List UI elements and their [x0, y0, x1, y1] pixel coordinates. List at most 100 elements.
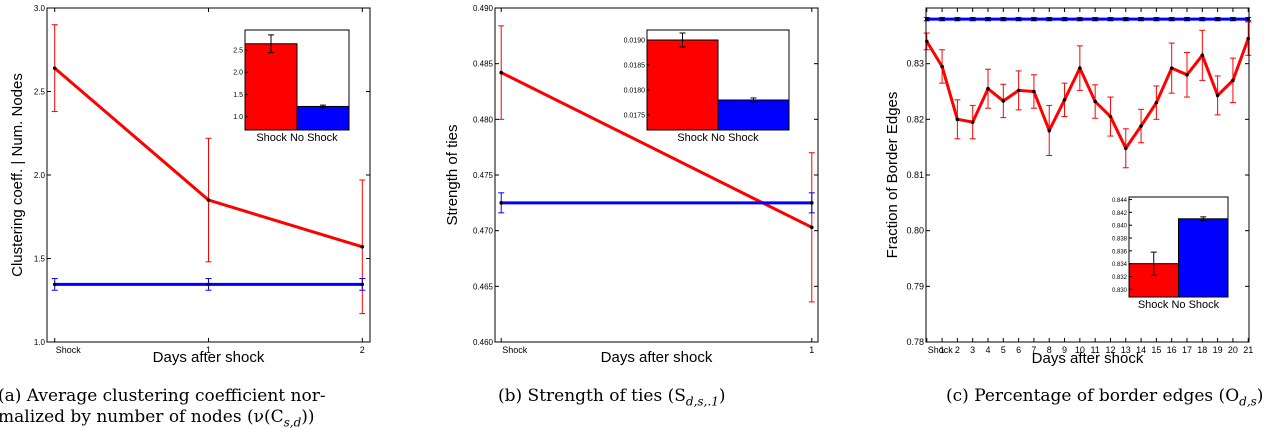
- chart-a-xtick-label: 1: [206, 345, 211, 355]
- caption-b: (b) Strength of ties (Sd,s,.1): [498, 386, 725, 412]
- chart-c-series-1: [923, 16, 1252, 22]
- chart-a-point: [360, 245, 365, 249]
- chart-c-xtick-label: 6: [1016, 345, 1021, 355]
- chart-c-inset: 0.830 0.832 0.834 0.836 0.838 0.840 0.842 0.844…: [1112, 196, 1229, 311]
- chart-a-ytick-label: 1.0: [34, 338, 46, 347]
- chart-a-series-1: [51, 278, 366, 291]
- chart-b-ytick-label: 0.465: [473, 282, 494, 291]
- chart-b-inset-ytick-label: 0.0175: [624, 113, 646, 120]
- chart-c-inset-ytick-label: 0.844: [1112, 198, 1128, 204]
- chart-b-panel: 0.460 0.465 0.470 0.475 0.480 0.485 0.490 Shock…: [444, 4, 819, 366]
- chart-b-ytick-label: 0.470: [473, 227, 494, 236]
- chart-b-point: [809, 225, 814, 230]
- chart-a-panel: 1.0 1.5 2.0 2.5 3.0 Shock 1 2 Days after shock Cl…: [9, 4, 371, 366]
- chart-c-point: [1016, 17, 1021, 21]
- chart-c-point: [1200, 17, 1205, 21]
- chart-c-xtick-label: 5: [1001, 345, 1006, 355]
- chart-b-inset-frame: [646, 29, 790, 131]
- chart-a-point: [52, 282, 57, 287]
- chart-c-inset-ytick-label: 0.836: [1112, 249, 1128, 255]
- chart-c-point: [986, 86, 990, 91]
- chart-c-point: [1047, 128, 1052, 133]
- chart-c-point: [1231, 78, 1235, 83]
- chart-c-xtick-label: 4: [985, 345, 990, 355]
- chart-c-xtick-label: 13: [1121, 345, 1131, 355]
- chart-c-xtick-label: 15: [1151, 345, 1161, 355]
- chart-c-inset-category-label: Shock No Shock: [1138, 299, 1220, 311]
- chart-c-series-0-line: [925, 38, 1250, 152]
- chart-a-inset: 1.0 1.5 2.0 2.5 Shock No Shock: [233, 29, 350, 144]
- chart-c-xtick-label: 16: [1167, 345, 1177, 355]
- chart-c-point: [1062, 17, 1067, 21]
- chart-c-point: [1139, 124, 1143, 128]
- caption-a-line2-text: malized by number of nodes (ν(C: [0, 407, 284, 427]
- chart-c-point: [1032, 17, 1036, 21]
- chart-c-xtick-label: 9: [1062, 345, 1067, 355]
- chart-c-series-0: [923, 21, 1252, 169]
- chart-c-point: [1078, 66, 1082, 70]
- chart-c-ytick-label: 0.79: [906, 281, 924, 291]
- chart-c-point: [940, 64, 944, 69]
- chart-c-inset-ytick-label: 0.842: [1112, 211, 1128, 217]
- chart-c-ytick-label: 0.78: [906, 337, 924, 347]
- chart-c-point: [1215, 17, 1220, 21]
- chart-c-inset-frame: [1128, 196, 1229, 298]
- chart-a-point: [206, 198, 211, 202]
- chart-c-xtick-label: 17: [1182, 345, 1192, 355]
- caption-c-text: (c) Percentage of border edges (O: [946, 386, 1240, 406]
- chart-a-ytick-label: 2.0: [34, 171, 46, 180]
- chart-b-ytick-label: 0.480: [473, 115, 494, 124]
- chart-c-ytick-label: 0.81: [906, 170, 924, 180]
- chart-b-xtick-label: 1: [809, 345, 814, 355]
- chart-c-inset-ytick-label: 0.830: [1112, 288, 1128, 294]
- caption-a-tail: )): [301, 407, 315, 427]
- chart-a-ytick-label: 2.5: [34, 88, 46, 97]
- chart-a-inset-ytick-label: 2.0: [233, 70, 243, 77]
- chart-c-xtick-label: 19: [1213, 345, 1223, 355]
- caption-a-sub: s,d: [283, 415, 302, 430]
- chart-b-inset-bar-1: [717, 99, 790, 131]
- chart-a-inset-ytick-label: 1.5: [233, 92, 243, 99]
- chart-c-xtick-label: 8: [1047, 345, 1052, 355]
- chart-c-point: [1123, 17, 1128, 21]
- chart-c-point: [1200, 53, 1205, 58]
- chart-c-xtick-label: 21: [1243, 345, 1253, 355]
- chart-c-ylabel: Fraction of Border Edges: [884, 92, 901, 259]
- chart-c-point: [1154, 100, 1159, 105]
- chart-c-point: [1108, 17, 1113, 21]
- chart-b-inset-ytick-label: 0.0185: [624, 63, 646, 70]
- chart-c-point: [1016, 88, 1021, 93]
- chart-b-point: [809, 201, 814, 205]
- chart-c-point: [1139, 17, 1143, 21]
- chart-c-point: [955, 117, 960, 122]
- chart-b-point: [499, 70, 504, 75]
- chart-a-xtick-label: 2: [360, 345, 365, 355]
- chart-c-xtick-label: 10: [1075, 345, 1085, 355]
- chart-a-ylabel: Clustering coeff. | Num. Nodes: [9, 73, 26, 277]
- chart-c-point: [970, 120, 975, 124]
- chart-a-point: [52, 66, 57, 70]
- chart-a-inset-bar-0: [244, 43, 298, 131]
- chart-c-point: [1047, 17, 1052, 21]
- chart-c-inset-bar-1: [1178, 218, 1229, 298]
- chart-c-xtick-label: 7: [1031, 345, 1036, 355]
- chart-a-inset-ytick-label: 1.0: [233, 114, 243, 121]
- chart-b-ytick-label: 0.485: [473, 60, 494, 69]
- caption-a: (a) Average clustering coefficient nor- …: [0, 386, 326, 433]
- chart-c-point: [1185, 17, 1189, 21]
- caption-b-sub: d,s,.1: [685, 394, 719, 409]
- chart-c-point: [1154, 17, 1159, 21]
- chart-b-xlabel: Days after shock: [601, 349, 713, 366]
- chart-c-point: [1001, 99, 1006, 103]
- chart-a-point: [360, 282, 365, 287]
- chart-c-xtick-label: 18: [1197, 345, 1207, 355]
- chart-b-inset-ytick-label: 0.0180: [624, 88, 646, 95]
- chart-b-xtick-label: Shock: [502, 345, 528, 355]
- chart-c-point: [1108, 114, 1113, 119]
- chart-a-inset-frame: [244, 29, 350, 131]
- chart-a-xlabel: Days after shock: [153, 349, 265, 366]
- chart-b-series-1: [498, 192, 815, 214]
- chart-b-inset-bar-0: [646, 39, 719, 131]
- chart-c-point: [1093, 17, 1097, 21]
